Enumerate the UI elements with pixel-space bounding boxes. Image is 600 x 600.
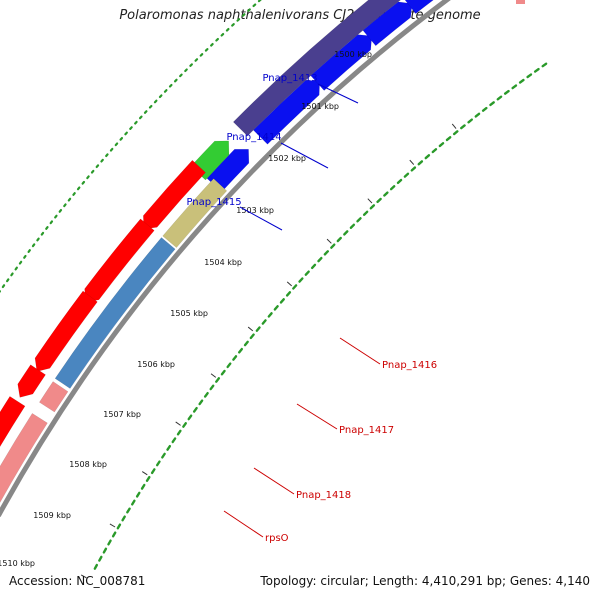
gene-label-leader <box>223 510 264 538</box>
gene-block-red-1 <box>143 159 206 230</box>
tick-mark <box>286 281 292 287</box>
backbone-circle <box>0 0 451 517</box>
gene-block-rpso <box>39 381 69 413</box>
gene-block-blue-2 <box>310 34 373 91</box>
tick-mark <box>141 471 148 476</box>
gene-label-leader <box>280 142 329 169</box>
tick-mark <box>80 574 87 579</box>
gene-block-red-3 <box>34 290 98 372</box>
tick-mark <box>175 421 181 426</box>
tick-label: 1500 kbp <box>334 50 372 59</box>
gene-label: Pnap_1413 <box>262 73 317 84</box>
gene-block-red-5 <box>0 396 26 448</box>
gene-block-red-2 <box>84 218 155 303</box>
gene-block-pnap-1416 <box>162 178 228 248</box>
gene-block-blue-5 <box>206 148 250 193</box>
tick-mark <box>326 238 332 244</box>
accession-text: Accession: NC_008781 <box>9 574 146 588</box>
gene-label-leader <box>317 83 359 104</box>
gc-skew-ring-inner <box>0 0 262 293</box>
topology-text: Topology: circular; Length: 4,410,291 bp… <box>260 574 590 588</box>
gene-label: Pnap_1414 <box>226 132 281 143</box>
gc-skew-ring-outer <box>93 62 548 570</box>
tick-label: 1510 kbp <box>0 559 35 568</box>
gene-label-leader <box>296 403 338 430</box>
tick-mark <box>109 523 116 528</box>
gene-block-edge-mark <box>516 0 525 4</box>
gene-label-leader <box>253 467 295 495</box>
tick-label: 1504 kbp <box>204 258 242 267</box>
tick-label: 1508 kbp <box>69 460 107 469</box>
tick-mark <box>210 373 217 378</box>
tick-label: 1501 kbp <box>301 102 339 111</box>
tick-mark <box>409 159 415 165</box>
gene-block-blue-4 <box>404 0 434 14</box>
tick-label: 1506 kbp <box>137 360 175 369</box>
gene-label: Pnap_1415 <box>186 197 241 208</box>
gene-block-pnap-1417-1418 <box>54 237 176 389</box>
tick-mark <box>367 198 373 204</box>
gene-block-red-4 <box>17 364 46 398</box>
tick-label: 1502 kbp <box>268 154 306 163</box>
gene-block-pink-2 <box>0 413 48 504</box>
gene-label: rpsO <box>265 533 289 544</box>
gene-label-leader <box>239 206 283 231</box>
gene-label: Pnap_1418 <box>296 490 351 501</box>
tick-label: 1507 kbp <box>103 410 141 419</box>
gene-label: Pnap_1417 <box>339 425 394 436</box>
tick-label: 1509 kbp <box>33 511 71 520</box>
gene-block-blue-1 <box>253 79 320 145</box>
gene-label: Pnap_1416 <box>382 360 437 371</box>
tick-mark <box>247 326 254 332</box>
gene-block-blue-3 <box>362 1 413 47</box>
tick-mark <box>451 123 457 129</box>
gene-label-leader <box>339 337 381 365</box>
tick-label: 1503 kbp <box>236 206 274 215</box>
tick-label: 1505 kbp <box>170 309 208 318</box>
